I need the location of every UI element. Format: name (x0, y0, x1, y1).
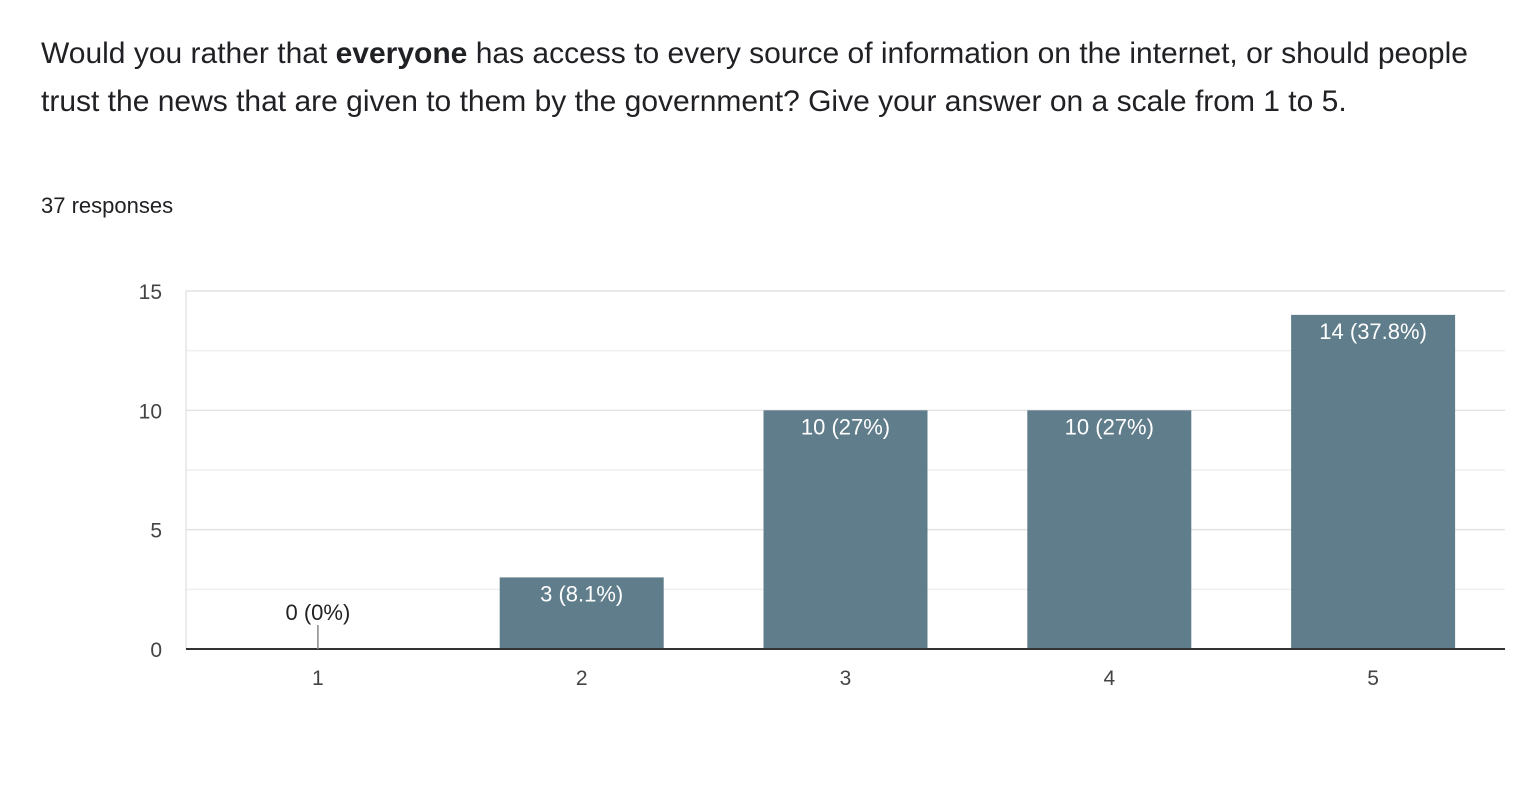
question-text-start: Would you rather that (41, 37, 336, 70)
question-title: Would you rather that everyone has acces… (41, 30, 1501, 126)
question-text-emphasis: everyone (335, 37, 468, 70)
data-labels: 0 (0%) 3 (8.1%) 10 (27%) 10 (27%) 14 (37.8%) (286, 319, 1427, 649)
x-tick-label: 2 (576, 667, 588, 690)
question-text-end: has access to every source of informatio… (41, 37, 1468, 118)
y-tick-label: 15 (139, 281, 162, 304)
bar (499, 577, 664, 649)
y-tick-label: 5 (150, 520, 162, 543)
data-label: 10 (27%) (801, 414, 890, 439)
bar (763, 410, 928, 649)
x-tick-label: 5 (1367, 667, 1379, 690)
bar (1291, 314, 1456, 649)
data-label: 0 (0%) (286, 600, 351, 625)
y-tick-label: 0 (150, 639, 162, 662)
response-count: 37 responses (41, 193, 174, 218)
x-axis-ticks: 1 2 3 4 5 (312, 667, 1379, 690)
x-tick-label: 4 (1103, 667, 1115, 690)
data-label: 14 (37.8%) (1319, 319, 1427, 344)
bar (1027, 410, 1192, 649)
y-tick-label: 10 (139, 400, 162, 423)
y-axis-ticks: 0 5 10 15 (139, 281, 162, 662)
bars (499, 314, 1456, 649)
x-tick-label: 3 (840, 667, 852, 690)
x-tick-label: 1 (312, 667, 324, 690)
data-label: 10 (27%) (1065, 414, 1154, 439)
data-label: 3 (8.1%) (540, 581, 623, 606)
